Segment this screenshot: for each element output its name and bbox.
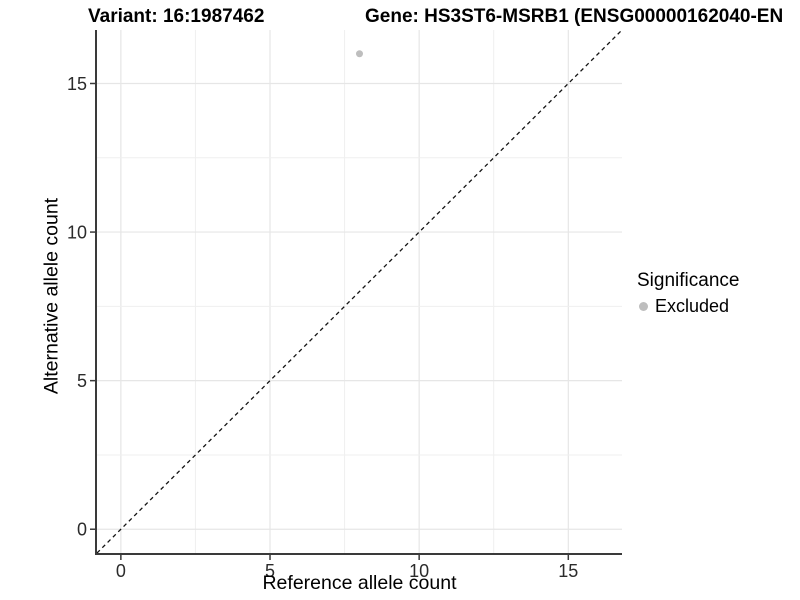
x-tick-label: 5 <box>265 561 275 581</box>
plot-panel: 0 5 10 15 0 5 10 15 <box>67 29 623 581</box>
y-tick-label: 15 <box>67 74 87 94</box>
y-tick-label: 0 <box>77 520 87 540</box>
plot-title-variant: Variant: 16:1987462 <box>88 6 265 27</box>
y-tick-label: 10 <box>67 223 87 243</box>
x-tick-label: 0 <box>116 561 126 581</box>
y-axis-title: Alternative allele count <box>40 197 63 395</box>
x-tick-label: 15 <box>558 561 578 581</box>
x-axis-title: Reference allele count <box>262 572 457 594</box>
identity-dashed-line <box>96 29 623 554</box>
legend-title: Significance <box>637 270 740 291</box>
x-tick-label: 10 <box>409 561 429 581</box>
legend-item-label: Excluded <box>655 296 730 316</box>
data-point <box>356 50 363 58</box>
legend: Significance Excluded <box>637 269 739 317</box>
plot-title-gene: Gene: HS3ST6-MSRB1 (ENSG00000162040-EN <box>365 6 784 27</box>
legend-circle-marker-icon <box>639 302 648 311</box>
legend-item-excluded: Excluded <box>637 296 739 317</box>
y-tick-label: 5 <box>77 371 87 391</box>
